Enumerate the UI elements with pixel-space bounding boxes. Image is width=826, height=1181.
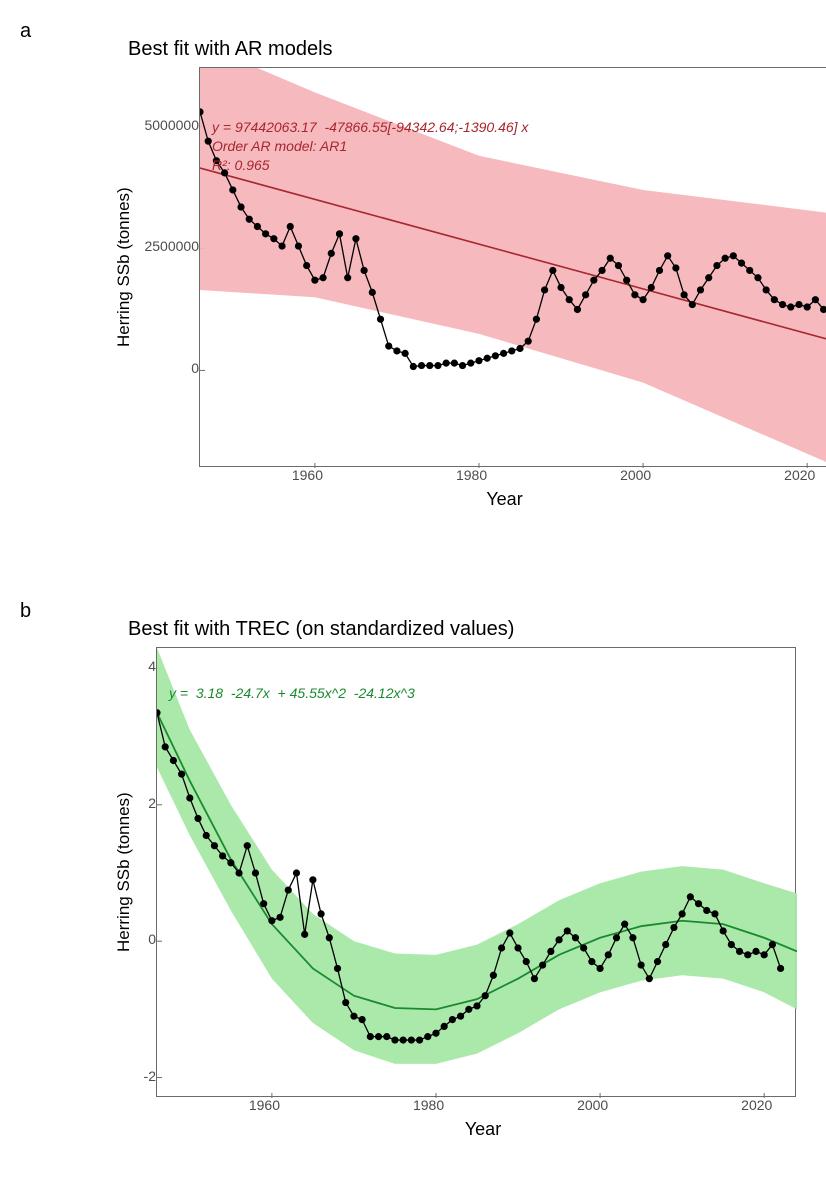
- xtick-label: 1980: [456, 467, 487, 483]
- chart-b-xaxis-row: 1960 1980 2000 2020: [110, 1097, 796, 1117]
- ytick-label: 4: [148, 658, 156, 674]
- ytick-label: 2: [148, 795, 156, 811]
- xtick-label: 2020: [784, 467, 815, 483]
- chart-a-xaxis: 1960 1980 2000 2020: [195, 467, 826, 487]
- chart-b: Best fit with TREC (on standardized valu…: [110, 618, 796, 1140]
- chart-a-xlabel: Year: [110, 487, 826, 510]
- chart-a-xaxis-row: 1960 1980 2000 2020: [110, 467, 826, 487]
- chart-a: Best fit with AR models Herring SSb (ton…: [110, 38, 826, 510]
- chart-b-xlabel: Year: [110, 1117, 796, 1140]
- chart-a-yaxis: 0 2500000 5000000: [138, 67, 199, 467]
- ytick-label: 5000000: [144, 117, 199, 133]
- chart-b-annotation: y = 3.18 -24.7x + 45.55x^2 -24.12x^3: [169, 684, 415, 703]
- figure-root: a Best fit with AR models Herring SSb (t…: [0, 0, 826, 1181]
- xtick-label: 2020: [741, 1097, 772, 1113]
- chart-a-annotation: y = 97442063.17 -47866.55[-94342.64;-139…: [212, 118, 528, 175]
- xtick-label: 1960: [292, 467, 323, 483]
- chart-b-ylabel: Herring SSb (tonnes): [110, 647, 138, 1097]
- chart-a-plot-outer: Herring SSb (tonnes) 0 2500000 5000000 y =…: [110, 67, 826, 467]
- ytick-label: 0: [148, 931, 156, 947]
- chart-b-yaxis: -2 0 2 4: [138, 647, 156, 1097]
- chart-b-xaxis: 1960 1980 2000 2020: [152, 1097, 792, 1117]
- xtick-label: 1960: [249, 1097, 280, 1113]
- chart-b-svg: [157, 648, 797, 1098]
- ytick-label: -2: [144, 1068, 156, 1084]
- xtick-label: 2000: [577, 1097, 608, 1113]
- ytick-label: 0: [191, 360, 199, 376]
- chart-a-title: Best fit with AR models: [110, 38, 826, 61]
- panel-a-label: a: [20, 20, 31, 43]
- ytick-label: 2500000: [144, 238, 199, 254]
- panel-b-label: b: [20, 600, 31, 623]
- chart-a-ylabel: Herring SSb (tonnes): [110, 67, 138, 467]
- chart-b-plot-outer: Herring SSb (tonnes) -2 0 2 4 y = 3.18 -24.…: [110, 647, 796, 1097]
- chart-b-plot-area: y = 3.18 -24.7x + 45.55x^2 -24.12x^3: [156, 647, 796, 1097]
- xtick-label: 1980: [413, 1097, 444, 1113]
- xtick-label: 2000: [620, 467, 651, 483]
- chart-a-plot-area: y = 97442063.17 -47866.55[-94342.64;-139…: [199, 67, 826, 467]
- chart-b-title: Best fit with TREC (on standardized valu…: [110, 618, 796, 641]
